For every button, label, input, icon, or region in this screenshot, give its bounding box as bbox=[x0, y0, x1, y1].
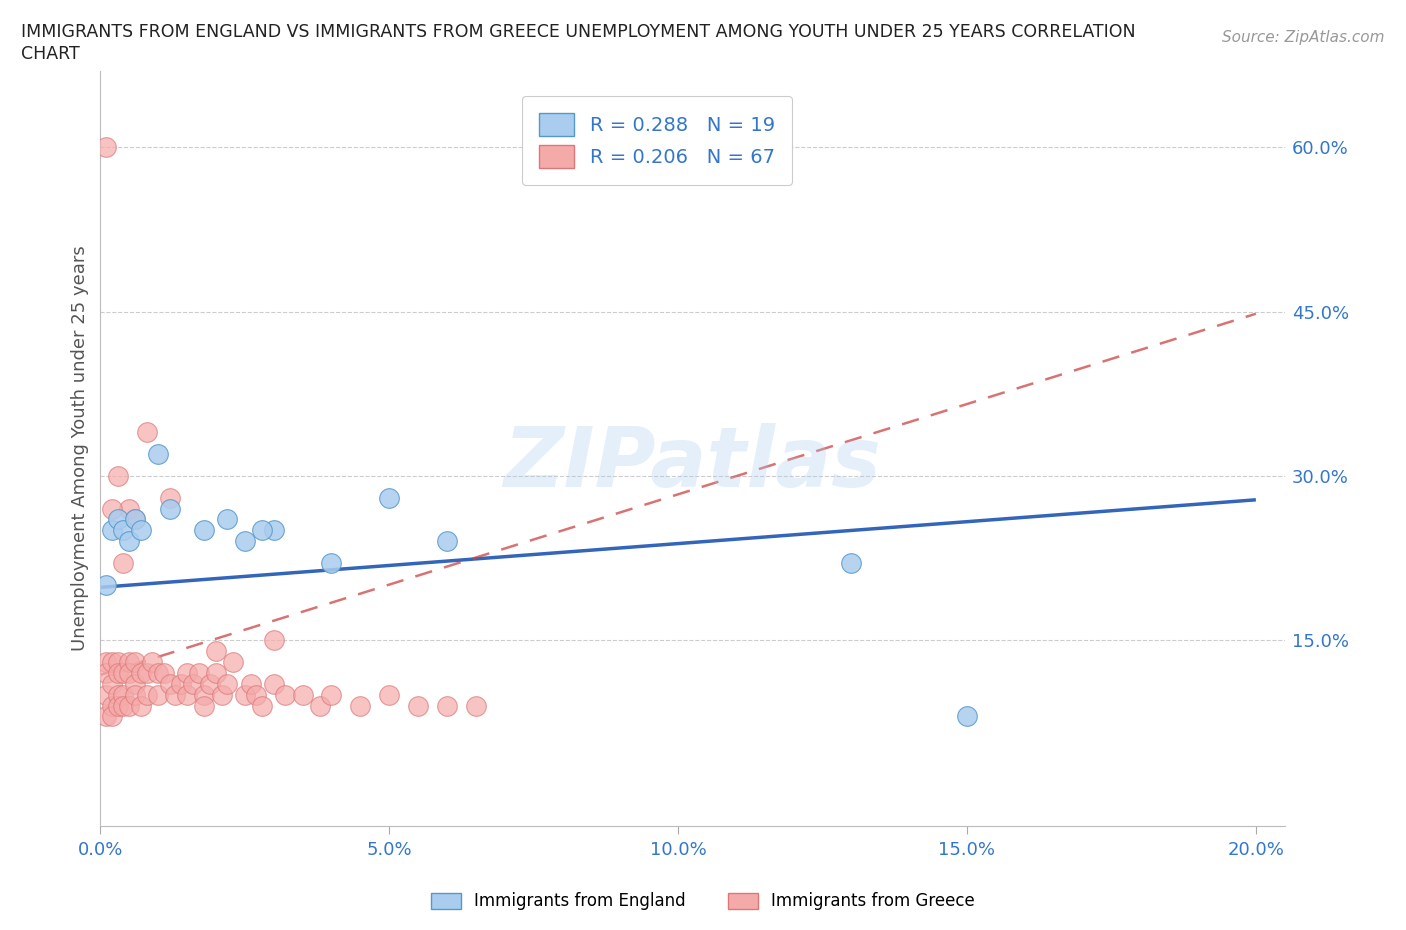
Text: CHART: CHART bbox=[21, 45, 80, 62]
Y-axis label: Unemployment Among Youth under 25 years: Unemployment Among Youth under 25 years bbox=[72, 246, 89, 651]
Point bbox=[141, 655, 163, 670]
Point bbox=[101, 501, 124, 516]
Point bbox=[94, 578, 117, 592]
Point bbox=[291, 687, 314, 702]
Legend: Immigrants from England, Immigrants from Greece: Immigrants from England, Immigrants from… bbox=[425, 885, 981, 917]
Point bbox=[187, 665, 209, 680]
Point bbox=[118, 655, 141, 670]
Point bbox=[217, 512, 239, 527]
Point bbox=[211, 687, 233, 702]
Point bbox=[245, 687, 267, 702]
Point bbox=[176, 665, 198, 680]
Point bbox=[159, 490, 181, 505]
Point bbox=[124, 512, 146, 527]
Point bbox=[101, 523, 124, 538]
Text: ZIPatlas: ZIPatlas bbox=[503, 423, 882, 504]
Point bbox=[129, 523, 152, 538]
Point bbox=[250, 698, 273, 713]
Point bbox=[436, 534, 458, 549]
Point bbox=[107, 655, 129, 670]
Point bbox=[159, 501, 181, 516]
Point bbox=[124, 687, 146, 702]
Legend: R = 0.288   N = 19, R = 0.206   N = 67: R = 0.288 N = 19, R = 0.206 N = 67 bbox=[522, 96, 793, 185]
Point bbox=[135, 424, 157, 439]
Point bbox=[94, 687, 117, 702]
Point bbox=[205, 665, 228, 680]
Point bbox=[170, 676, 193, 691]
Point bbox=[107, 512, 129, 527]
Point bbox=[107, 469, 129, 484]
Point bbox=[198, 676, 221, 691]
Point bbox=[94, 655, 117, 670]
Point bbox=[436, 698, 458, 713]
Point bbox=[233, 687, 256, 702]
Point bbox=[165, 687, 187, 702]
Point bbox=[321, 687, 343, 702]
Point bbox=[378, 687, 401, 702]
Point bbox=[101, 655, 124, 670]
Point bbox=[124, 512, 146, 527]
Point bbox=[124, 676, 146, 691]
Point bbox=[193, 698, 215, 713]
Point bbox=[250, 523, 273, 538]
Point bbox=[118, 698, 141, 713]
Point bbox=[146, 446, 169, 461]
Point bbox=[263, 523, 285, 538]
Point bbox=[222, 655, 245, 670]
Point bbox=[193, 687, 215, 702]
Text: Source: ZipAtlas.com: Source: ZipAtlas.com bbox=[1222, 30, 1385, 45]
Point bbox=[112, 523, 135, 538]
Point bbox=[321, 556, 343, 571]
Point bbox=[112, 698, 135, 713]
Point bbox=[129, 698, 152, 713]
Point bbox=[112, 556, 135, 571]
Point bbox=[159, 676, 181, 691]
Point bbox=[135, 687, 157, 702]
Point bbox=[129, 665, 152, 680]
Point bbox=[181, 676, 204, 691]
Point bbox=[112, 665, 135, 680]
Point bbox=[263, 632, 285, 647]
Point bbox=[233, 534, 256, 549]
Point bbox=[841, 556, 863, 571]
Point bbox=[956, 709, 979, 724]
Point bbox=[107, 687, 129, 702]
Point bbox=[406, 698, 429, 713]
Text: IMMIGRANTS FROM ENGLAND VS IMMIGRANTS FROM GREECE UNEMPLOYMENT AMONG YOUTH UNDER: IMMIGRANTS FROM ENGLAND VS IMMIGRANTS FR… bbox=[21, 23, 1136, 41]
Point bbox=[101, 709, 124, 724]
Point bbox=[217, 676, 239, 691]
Point bbox=[118, 534, 141, 549]
Point bbox=[94, 140, 117, 155]
Point bbox=[118, 665, 141, 680]
Point bbox=[118, 501, 141, 516]
Point bbox=[124, 655, 146, 670]
Point bbox=[135, 665, 157, 680]
Point bbox=[239, 676, 262, 691]
Point bbox=[193, 523, 215, 538]
Point bbox=[101, 676, 124, 691]
Point bbox=[107, 698, 129, 713]
Point bbox=[176, 687, 198, 702]
Point bbox=[309, 698, 332, 713]
Point bbox=[274, 687, 297, 702]
Point bbox=[464, 698, 486, 713]
Point bbox=[263, 676, 285, 691]
Point bbox=[112, 687, 135, 702]
Point bbox=[107, 665, 129, 680]
Point bbox=[153, 665, 176, 680]
Point bbox=[146, 665, 169, 680]
Point bbox=[94, 665, 117, 680]
Point bbox=[94, 709, 117, 724]
Point bbox=[349, 698, 371, 713]
Point bbox=[378, 490, 401, 505]
Point bbox=[205, 644, 228, 658]
Point bbox=[146, 687, 169, 702]
Point bbox=[101, 698, 124, 713]
